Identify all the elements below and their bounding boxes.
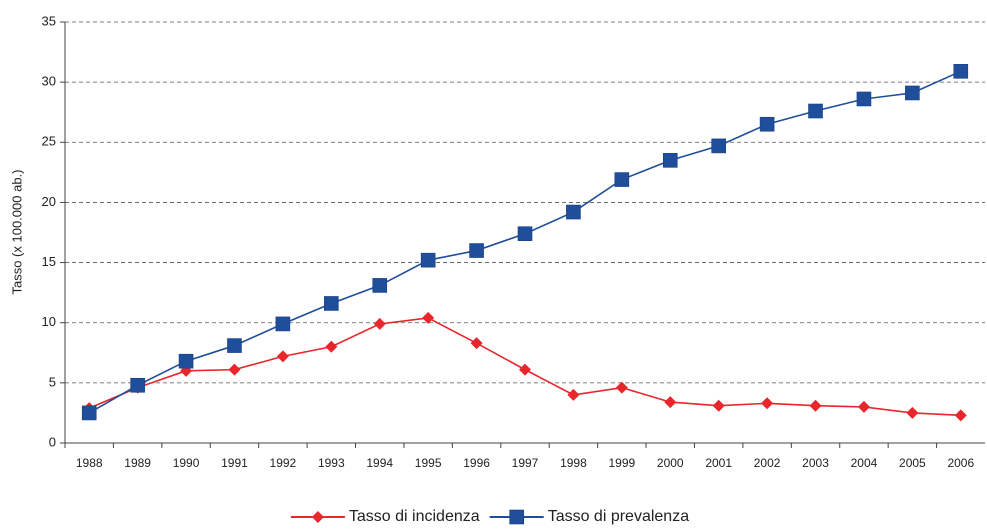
x-tick-label: 1988: [76, 456, 103, 470]
x-tick-label: 2005: [899, 456, 926, 470]
y-axis-label: Tasso (x 100.000 ab.): [9, 169, 24, 294]
y-tick-label: 5: [49, 374, 56, 389]
marker-diamond: [809, 399, 822, 412]
marker-diamond: [615, 381, 628, 394]
marker-square: [420, 252, 436, 268]
y-tick-label: 30: [42, 74, 56, 89]
marker-diamond: [228, 363, 241, 376]
marker-diamond: [857, 400, 870, 413]
legend-label: Tasso di prevalenza: [548, 508, 690, 525]
x-tick-label: 1990: [173, 456, 200, 470]
marker-square: [275, 316, 291, 332]
series-line: [88, 70, 962, 414]
marker-diamond: [712, 399, 725, 412]
marker-diamond: [567, 388, 580, 401]
marker-square: [469, 243, 484, 258]
marker-square: [905, 85, 920, 101]
marker-square: [372, 278, 388, 293]
x-tick-label: 1994: [366, 456, 393, 470]
marker-square: [662, 153, 678, 168]
marker-square: [130, 377, 145, 393]
marker-square: [517, 226, 533, 242]
marker-square: [953, 64, 969, 79]
marker-diamond: [276, 350, 289, 363]
x-tick-label: 1999: [608, 456, 635, 470]
y-tick-label: 25: [42, 134, 56, 149]
y-tick-label: 0: [49, 434, 56, 449]
x-tick-label: 2001: [705, 456, 732, 470]
marker-square: [856, 91, 872, 107]
marker-diamond: [325, 340, 338, 353]
legend-item: Tasso di prevalenza: [489, 508, 690, 525]
y-tick-label: 15: [42, 254, 56, 269]
x-tick-label: 2006: [947, 456, 974, 470]
marker-diamond: [422, 311, 435, 324]
x-tick-label: 1989: [124, 456, 151, 470]
x-tick-label: 1995: [415, 456, 442, 470]
x-tick-label: 1997: [512, 456, 539, 470]
marker-diamond: [906, 406, 919, 419]
x-tick-label: 2004: [851, 456, 878, 470]
x-tick-label: 1992: [270, 456, 297, 470]
marker-square: [81, 405, 97, 421]
legend-item: Tasso di incidenza: [290, 508, 480, 525]
marker-square: [711, 138, 726, 154]
marker-diamond: [761, 397, 774, 410]
legend-label: Tasso di incidenza: [349, 508, 480, 525]
x-tick-label: 2000: [657, 456, 684, 470]
marker-square: [227, 338, 242, 353]
marker-square: [808, 103, 823, 119]
x-tick-label: 2002: [754, 456, 781, 470]
marker-square: [178, 353, 194, 369]
y-tick-label: 35: [42, 13, 56, 28]
x-tick-label: 1998: [560, 456, 587, 470]
marker-diamond: [519, 363, 531, 376]
marker-square: [614, 172, 630, 187]
x-tick-label: 1993: [318, 456, 345, 470]
marker-square: [324, 296, 339, 311]
marker-diamond: [954, 409, 967, 422]
marker-diamond: [311, 511, 324, 523]
marker-square: [566, 204, 581, 220]
marker-diamond: [664, 396, 677, 409]
marker-diamond: [470, 337, 483, 350]
y-tick-label: 20: [42, 194, 56, 209]
marker-square: [759, 116, 775, 132]
x-tick-label: 1991: [221, 456, 248, 470]
marker-diamond: [373, 317, 386, 330]
y-tick-label: 10: [42, 314, 56, 329]
marker-square: [509, 509, 525, 525]
x-tick-label: 2003: [802, 456, 829, 470]
x-tick-label: 1996: [463, 456, 490, 470]
